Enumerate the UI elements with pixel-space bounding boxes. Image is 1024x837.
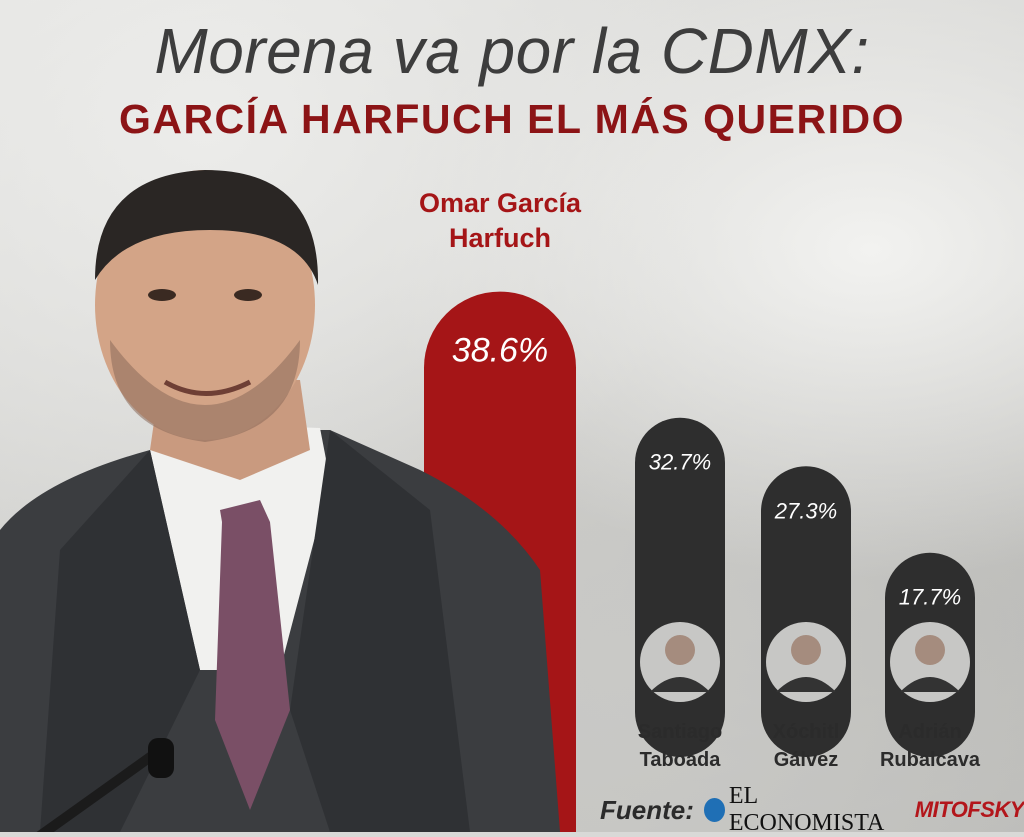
candidate-avatar-2	[640, 622, 720, 702]
category-label-4-line-2: Rubalcava	[880, 749, 981, 771]
el-economista-icon	[703, 798, 725, 822]
candidate-portrait	[0, 170, 560, 832]
chart-subtitle: GARCÍA HARFUCH EL MÁS QUERIDO	[118, 96, 906, 142]
value-label-2: 32.7%	[649, 450, 711, 475]
mitofsky-logo: MITOFSKY	[914, 797, 1024, 822]
category-label-4-line-1: Adrián	[898, 721, 961, 743]
candidate-avatar-4	[890, 622, 970, 702]
chart-title: Morena va por la CDMX:	[154, 15, 870, 87]
value-label-1: 38.6%	[452, 332, 548, 370]
portrait-eye-left	[148, 289, 176, 301]
portrait-microphone-head	[148, 738, 174, 778]
portrait-lapel-right	[290, 430, 470, 832]
category-label-2-line-1: Santiago	[638, 721, 722, 743]
portrait-hair	[95, 170, 319, 285]
portrait-eye-right	[234, 289, 262, 301]
category-label-3-line-1: Xóchitl	[773, 721, 840, 743]
category-label-2-line-2: Taboada	[640, 749, 722, 771]
portrait-lapel-left	[40, 450, 200, 832]
portrait-microphone	[36, 745, 163, 832]
el-economista-text: EL ECONOMISTA	[728, 783, 885, 836]
category-label-1-line-1: Omar García	[419, 188, 582, 218]
value-label-3: 27.3%	[774, 498, 837, 523]
portrait-tie	[215, 500, 290, 810]
portrait-beard	[110, 340, 300, 442]
portrait-smile	[163, 379, 252, 396]
candidate-avatar-3	[766, 622, 846, 702]
category-label-1-line-2: Harfuch	[449, 223, 551, 253]
source-footer: Fuente: EL ECONOMISTA MITOFSKY	[600, 783, 1024, 836]
el-economista-logo: EL ECONOMISTA	[703, 783, 895, 837]
category-label-3-line-2: Gálvez	[774, 749, 838, 771]
source-label: Fuente:	[600, 794, 694, 825]
value-label-4: 17.7%	[899, 585, 961, 610]
